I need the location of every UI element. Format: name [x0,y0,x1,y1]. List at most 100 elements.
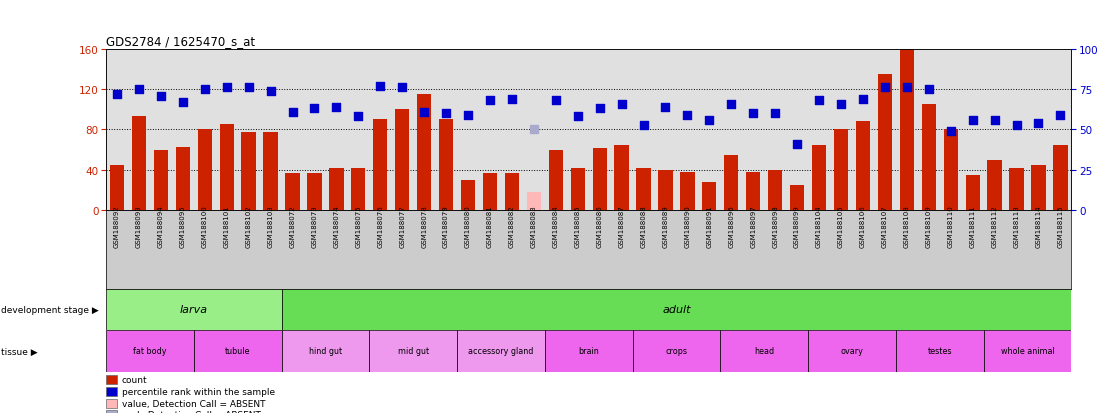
Point [547,98,565,104]
Bar [527,192,541,211]
Point [569,114,587,121]
Bar [983,330,1071,372]
Text: percentile rank within the sample: percentile rank within the sample [122,387,275,396]
Bar [633,330,720,372]
Text: adult: adult [662,305,691,315]
Bar [106,330,194,372]
Bar [922,105,936,211]
Point [1051,112,1069,119]
Bar [943,130,958,211]
Bar [545,330,633,372]
Text: accessory gland: accessory gland [469,347,533,356]
Bar [106,289,281,330]
Point [525,127,542,133]
Point [129,87,147,93]
Point [635,122,653,128]
Bar [896,330,983,372]
Point [854,96,872,103]
Bar [241,133,256,211]
Bar [352,169,365,211]
Point [306,106,324,112]
Bar [988,160,1002,211]
Bar [658,171,673,211]
Point [174,100,192,106]
Text: GDS2784 / 1625470_s_at: GDS2784 / 1625470_s_at [106,36,256,48]
Bar [307,173,321,211]
Point [964,117,982,124]
Bar [899,50,914,211]
Bar [461,180,475,211]
Point [503,96,521,103]
Point [1030,120,1048,127]
Bar [286,173,299,211]
Point [744,111,762,117]
Text: larva: larva [180,305,208,315]
Point [195,87,213,93]
Point [985,117,1003,124]
Point [701,117,719,124]
Bar [458,330,545,372]
Bar [132,117,146,211]
Point [240,85,258,92]
Text: head: head [754,347,775,356]
Point [459,112,477,119]
Bar [878,75,892,211]
Point [393,85,411,92]
Point [327,104,345,111]
Bar [1009,169,1023,211]
Bar [965,176,980,211]
Point [942,128,960,135]
Bar [834,130,848,211]
Bar [263,133,278,211]
Bar [636,169,651,211]
Text: hind gut: hind gut [309,347,341,356]
Point [437,111,455,117]
Bar [198,130,212,211]
Bar [373,120,387,211]
Point [349,114,367,121]
Bar [724,155,739,211]
Bar [681,172,694,211]
Bar [154,150,169,211]
Text: whole animal: whole animal [1001,347,1055,356]
Point [722,101,740,108]
Point [481,98,499,104]
Text: brain: brain [578,347,599,356]
Point [218,85,235,92]
Bar [329,169,344,211]
Bar [439,120,453,211]
Point [656,104,674,111]
Point [152,93,170,100]
Text: tissue ▶: tissue ▶ [1,347,38,356]
Bar [1054,145,1068,211]
Bar [768,171,782,211]
Bar [812,145,826,211]
Bar [856,122,870,211]
Text: count: count [122,375,147,385]
Bar [790,185,805,211]
Bar [109,165,124,211]
Point [590,106,608,112]
Point [810,98,828,104]
Text: tubule: tubule [225,347,250,356]
Point [372,83,389,90]
Point [283,109,301,116]
Bar [395,110,410,211]
Bar [549,150,562,211]
Point [1008,122,1026,128]
Point [788,141,806,148]
Bar [570,169,585,211]
Point [613,101,631,108]
Text: fat body: fat body [133,347,166,356]
Text: rank, Detection Call = ABSENT: rank, Detection Call = ABSENT [122,410,260,413]
Text: mid gut: mid gut [397,347,429,356]
Bar [504,173,519,211]
Point [261,88,279,95]
Bar [593,148,607,211]
Text: testes: testes [927,347,952,356]
Bar [720,330,808,372]
Point [767,111,785,117]
Bar [417,95,431,211]
Bar [483,173,497,211]
Text: crops: crops [665,347,687,356]
